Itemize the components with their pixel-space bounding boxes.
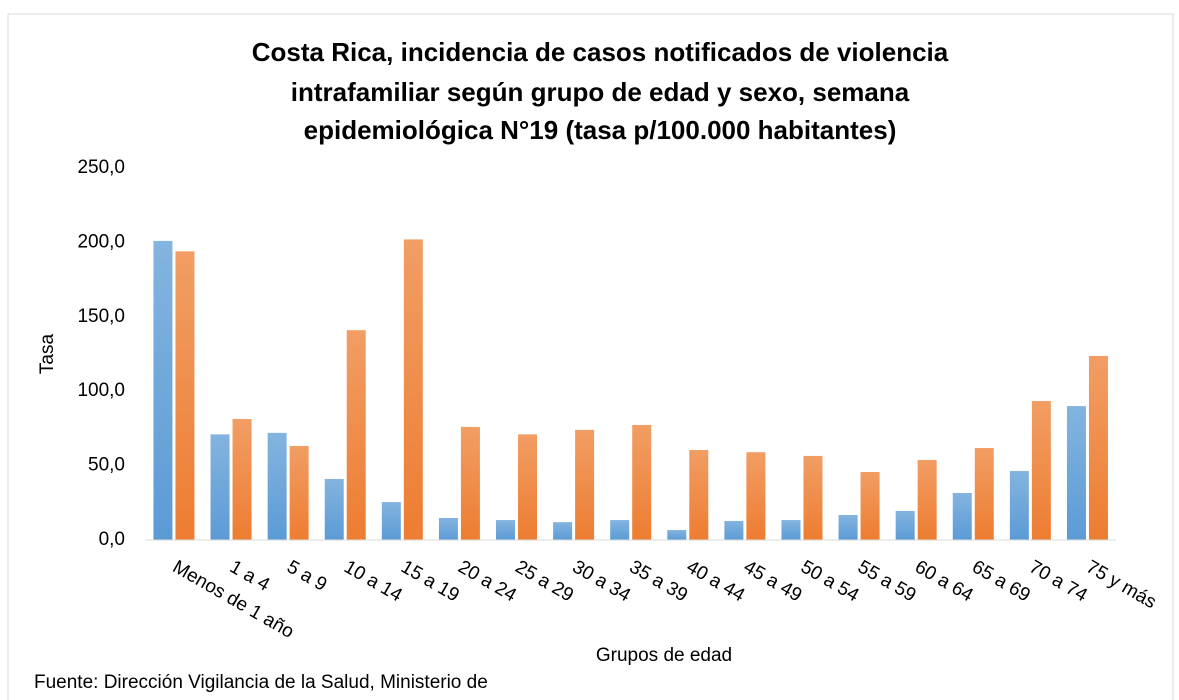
bar [1066, 406, 1086, 540]
bar [781, 520, 801, 540]
bar [210, 434, 230, 540]
x-tick-label: 55 a 59 [854, 556, 919, 606]
x-axis-label: Grupos de edad [596, 645, 732, 666]
bar [324, 478, 344, 540]
y-tick-label: 250,0 [77, 157, 125, 178]
bar [267, 432, 287, 540]
bar [860, 471, 880, 540]
chart-border [7, 13, 1174, 700]
bar [917, 459, 937, 540]
x-tick-label: 10 a 14 [340, 556, 406, 606]
x-tick-label: 45 a 49 [740, 556, 805, 606]
y-tick-label: 100,0 [77, 380, 125, 401]
x-tick-label: 25 a 29 [512, 556, 577, 606]
x-tick-label: 60 a 64 [911, 556, 977, 606]
source-note: Fuente: Dirección Vigilancia de la Salud… [34, 672, 488, 693]
bar [895, 510, 915, 540]
bar [553, 522, 573, 540]
bar [496, 520, 516, 540]
bar [175, 251, 195, 540]
bar [974, 448, 994, 540]
x-tick-label: 70 a 74 [1025, 556, 1091, 606]
x-tick-label: 5 a 9 [283, 556, 330, 595]
bar [153, 240, 173, 541]
bar [1031, 401, 1051, 540]
bar [1088, 355, 1108, 540]
x-tick-label: 35 a 39 [626, 556, 691, 606]
bar [289, 445, 309, 540]
bar [460, 426, 480, 540]
y-tick-label: 150,0 [77, 306, 125, 327]
bar [518, 434, 538, 540]
x-tick-label: 20 a 24 [454, 556, 520, 606]
x-tick-label: 75 y más [1082, 556, 1159, 613]
bar [689, 449, 709, 540]
chart-title: intrafamiliar según grupo de edad y sexo… [291, 77, 910, 107]
bar [1009, 470, 1029, 540]
y-tick-label: 50,0 [88, 455, 125, 476]
bar [667, 530, 687, 540]
bar [346, 330, 366, 540]
x-tick-label: 40 a 44 [683, 556, 749, 606]
bar [610, 520, 630, 540]
bar [724, 520, 744, 540]
chart-title: Costa Rica, incidencia de casos notifica… [252, 37, 949, 67]
bar [381, 502, 401, 540]
bar [746, 452, 766, 540]
x-tick-label: 65 a 69 [968, 556, 1033, 606]
bar [403, 239, 423, 540]
bar [952, 492, 972, 540]
bar [232, 419, 252, 540]
y-tick-label: 200,0 [77, 231, 125, 252]
bar [575, 429, 595, 540]
y-tick-label: 0,0 [99, 529, 125, 550]
y-axis-label: Tasa [37, 334, 58, 375]
x-tick-label: 50 a 54 [797, 556, 863, 606]
bar [803, 455, 823, 540]
x-tick-label: 30 a 34 [569, 556, 635, 606]
bar [838, 515, 858, 540]
chart-title: epidemiológica N°19 (tasa p/100.000 habi… [304, 115, 897, 145]
bar [438, 517, 458, 540]
bar [632, 424, 652, 540]
x-tick-label: 15 a 19 [397, 556, 462, 606]
